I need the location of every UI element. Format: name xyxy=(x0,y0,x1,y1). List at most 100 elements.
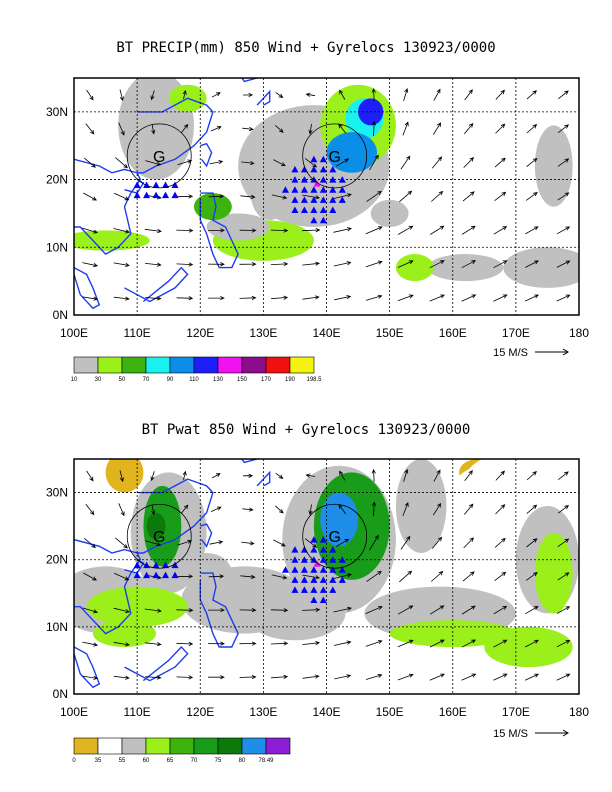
wind-vector xyxy=(525,192,538,201)
wind-vector xyxy=(526,470,537,481)
gyre-marker xyxy=(319,546,327,553)
wind-vector xyxy=(270,608,289,613)
wind-vector xyxy=(113,641,130,647)
wind-vector xyxy=(273,539,286,547)
colorbar-label: 0 xyxy=(72,758,76,764)
wind-vector xyxy=(431,156,443,169)
colorbar-swatch xyxy=(121,356,147,374)
wind-vector xyxy=(242,92,254,98)
wind-vector xyxy=(239,674,257,680)
wind-vector xyxy=(301,228,321,233)
wind-vector xyxy=(211,473,221,479)
wind-vector xyxy=(397,639,414,648)
coastline xyxy=(74,538,142,635)
wind-vector xyxy=(464,89,473,101)
gyre-circle xyxy=(302,123,368,189)
gyre-marker xyxy=(319,165,327,173)
gyre-marker xyxy=(291,556,299,563)
gyre-marker xyxy=(329,566,337,573)
wind-vector xyxy=(495,89,506,100)
colorbar-label: 78.49 xyxy=(258,758,274,764)
wind-scale-arrow xyxy=(535,729,569,737)
colorbar-label: 55 xyxy=(119,758,126,764)
colorbar-swatch xyxy=(145,356,171,374)
gyre-marker xyxy=(329,576,337,583)
colorbar-label: 70 xyxy=(143,377,150,383)
wind-scale-arrow xyxy=(535,348,569,356)
gyre-marker xyxy=(319,586,327,593)
gyre-marker xyxy=(291,186,299,193)
wind-vector xyxy=(119,470,124,483)
wind-vector xyxy=(240,194,256,199)
gyre-marker xyxy=(310,206,318,214)
wind-vector xyxy=(432,122,442,135)
wind-vector xyxy=(339,470,346,481)
wind-vector xyxy=(176,296,194,301)
shading-region xyxy=(326,132,377,173)
wind-vector xyxy=(177,539,193,546)
colorbar-label: 90 xyxy=(167,377,174,383)
wind-vector xyxy=(118,503,125,517)
gyre-marker xyxy=(143,191,151,199)
wind-vector xyxy=(461,605,476,615)
wind-vector xyxy=(557,158,570,167)
wind-vector xyxy=(402,501,409,517)
wind-vector xyxy=(308,123,313,135)
coastline xyxy=(124,266,189,303)
gyre-marker xyxy=(310,536,318,543)
colorbar-label: 80 xyxy=(239,758,246,764)
gyre-marker xyxy=(329,196,337,203)
wind-vector xyxy=(493,294,508,302)
wind-vector xyxy=(208,295,225,301)
wind-vector xyxy=(526,124,538,134)
wind-vector xyxy=(526,538,538,548)
gyre-marker xyxy=(310,155,318,163)
wind-vector xyxy=(556,226,571,235)
wind-vector xyxy=(145,296,162,301)
wind-vector xyxy=(431,536,443,549)
wind-vector xyxy=(334,674,352,680)
colorbar-swatch xyxy=(97,737,123,755)
colorbar-label: 65 xyxy=(167,758,174,764)
wind-vector xyxy=(333,606,353,613)
gyre-marker xyxy=(319,206,327,214)
wind-vector xyxy=(239,295,257,300)
wind-vector xyxy=(399,190,413,203)
x-tick-label: 170E xyxy=(502,326,530,340)
shading-region xyxy=(105,459,144,493)
wind-vector xyxy=(82,641,99,647)
colorbar-swatch xyxy=(73,356,99,374)
wind-vector xyxy=(525,572,538,581)
wind-vector xyxy=(275,92,284,99)
wind-vector xyxy=(493,260,508,269)
x-tick-label: 150E xyxy=(376,326,404,340)
colorbar-swatch xyxy=(289,356,315,374)
gyre-marker xyxy=(133,191,141,199)
wind-vector xyxy=(461,639,477,648)
gyre-marker xyxy=(329,186,337,193)
wind-vector xyxy=(145,675,162,680)
shading-region xyxy=(534,125,573,207)
wind-vector xyxy=(339,89,346,100)
gyre-label: G xyxy=(153,529,165,546)
gyre-marker xyxy=(329,586,337,593)
gyre-marker xyxy=(329,556,337,563)
coastline xyxy=(240,78,258,83)
gyre-marker xyxy=(300,586,308,593)
colorbar-swatch xyxy=(217,737,243,755)
wind-vector xyxy=(333,227,353,233)
wind-vector xyxy=(431,570,444,582)
wind-vector xyxy=(493,605,508,615)
wind-vector xyxy=(429,225,445,235)
colorbar-swatch xyxy=(241,737,267,755)
gyre-marker xyxy=(310,596,318,603)
wind-vector xyxy=(208,607,225,613)
wind-vector xyxy=(525,606,539,615)
wind-vector xyxy=(208,194,225,199)
wind-vector xyxy=(461,673,477,681)
shading-region xyxy=(465,459,567,506)
wind-vector xyxy=(242,473,254,478)
x-tick-label: 110E xyxy=(124,326,151,340)
coastline xyxy=(124,645,189,682)
